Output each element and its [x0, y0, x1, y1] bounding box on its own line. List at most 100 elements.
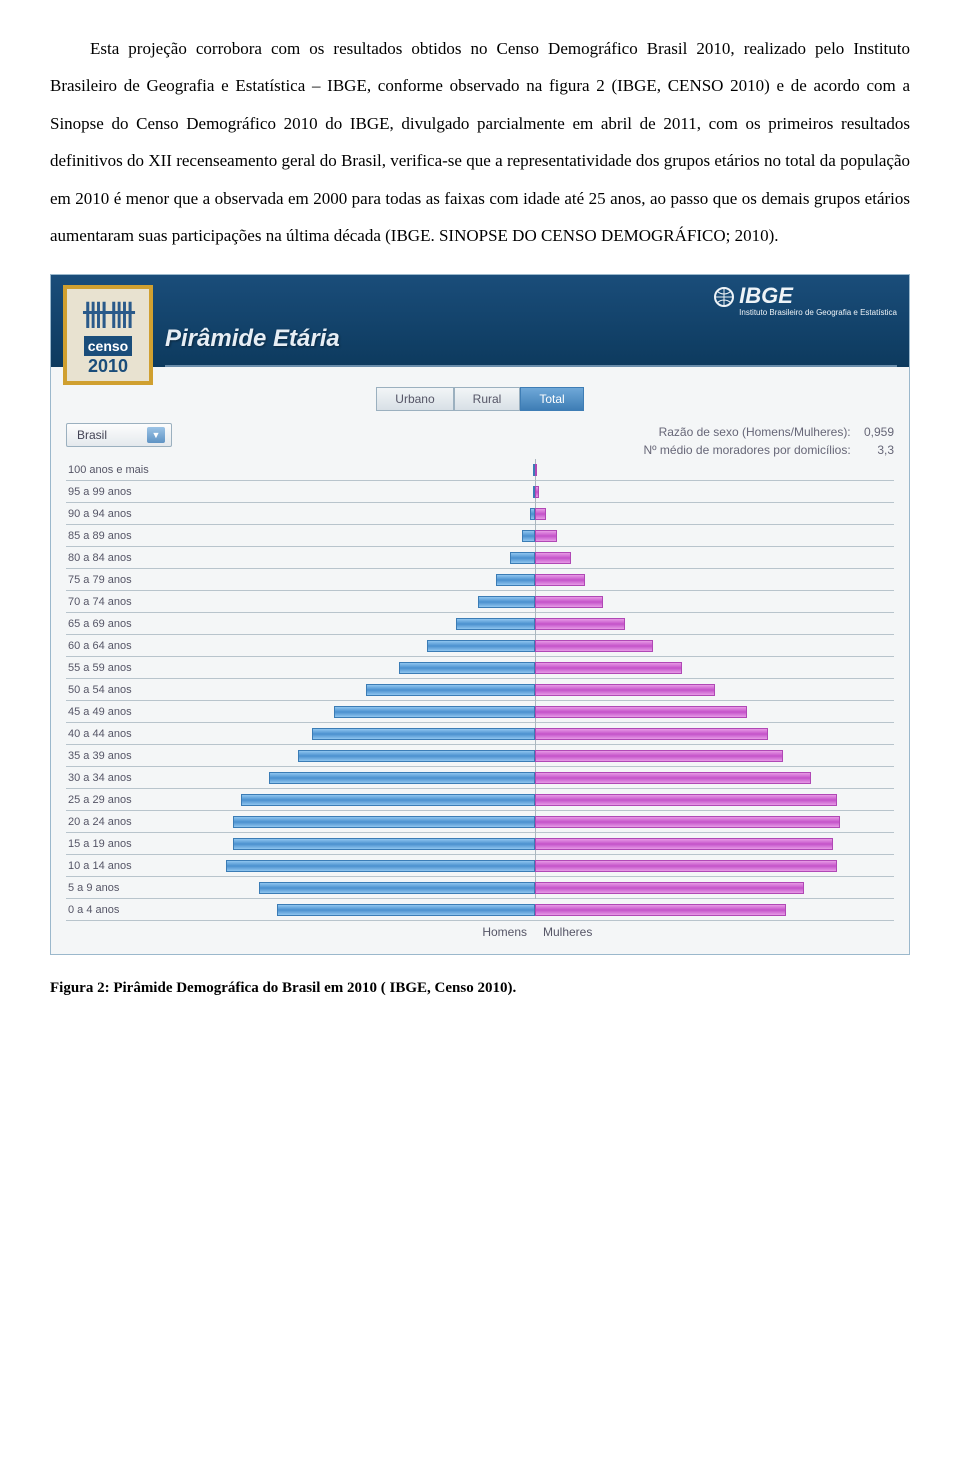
bar-male: [226, 860, 535, 872]
bar-female: [535, 728, 768, 740]
pyramid-row-label: 25 a 29 anos: [66, 794, 176, 806]
pyramid-row: 80 a 84 anos: [66, 547, 894, 569]
bar-female: [535, 464, 537, 476]
stat-household-value: 3,3: [854, 441, 894, 459]
pyramid-row-label: 15 a 19 anos: [66, 838, 176, 850]
figure-container: 卌卌 censo 2010 IBGE Instituto Brasileiro …: [50, 274, 910, 955]
bar-male: [478, 596, 535, 608]
logo-tally-icon: 卌卌: [82, 294, 134, 334]
body-paragraph: Esta projeção corrobora com os resultado…: [50, 30, 910, 254]
bar-female: [535, 552, 571, 564]
stat-ratio-label: Razão de sexo (Homens/Mulheres):: [659, 425, 851, 439]
bar-male: [233, 838, 535, 850]
bar-male: [510, 552, 535, 564]
logo-year: 2010: [88, 356, 128, 377]
bar-male: [241, 794, 535, 806]
pyramid-row-label: 0 a 4 anos: [66, 904, 176, 916]
pyramid-row: 10 a 14 anos: [66, 855, 894, 877]
pyramid-row-label: 70 a 74 anos: [66, 596, 176, 608]
pyramid-legend: Homens Mulheres: [66, 921, 894, 939]
app-header: 卌卌 censo 2010 IBGE Instituto Brasileiro …: [51, 275, 909, 367]
pyramid-row: 65 a 69 anos: [66, 613, 894, 635]
region-dropdown-value: Brasil: [77, 428, 107, 442]
censo-logo: 卌卌 censo 2010: [63, 285, 153, 385]
bar-female: [535, 772, 811, 784]
pyramid-row-label: 5 a 9 anos: [66, 882, 176, 894]
bar-female: [535, 794, 837, 806]
region-dropdown[interactable]: Brasil ▼: [66, 423, 172, 447]
bar-female: [535, 596, 603, 608]
bar-male: [366, 684, 535, 696]
pyramid-row: 55 a 59 anos: [66, 657, 894, 679]
figure-caption: Figura 2: Pirâmide Demográfica do Brasil…: [50, 980, 910, 997]
pyramid-row-label: 80 a 84 anos: [66, 552, 176, 564]
ibge-brand: IBGE Instituto Brasileiro de Geografia e…: [713, 283, 897, 317]
pyramid-chart: 100 anos e mais95 a 99 anos90 a 94 anos 8…: [66, 459, 894, 921]
pyramid-row: 25 a 29 anos: [66, 789, 894, 811]
tab-row: UrbanoRuralTotal: [66, 387, 894, 411]
chevron-down-icon: ▼: [147, 427, 165, 443]
pyramid-row: 70 a 74 anos: [66, 591, 894, 613]
pyramid-row: 15 a 19 anos: [66, 833, 894, 855]
pyramid-row: 45 a 49 anos: [66, 701, 894, 723]
pyramid-row: 75 a 79 anos: [66, 569, 894, 591]
tab-total[interactable]: Total: [520, 387, 583, 411]
pyramid-row-label: 50 a 54 anos: [66, 684, 176, 696]
pyramid-row-label: 55 a 59 anos: [66, 662, 176, 674]
bar-female: [535, 662, 682, 674]
bar-female: [535, 904, 786, 916]
legend-female: Mulheres: [535, 925, 894, 939]
pyramid-row: 85 a 89 anos: [66, 525, 894, 547]
pyramid-row-label: 45 a 49 anos: [66, 706, 176, 718]
pyramid-row-label: 40 a 44 anos: [66, 728, 176, 740]
pyramid-row-label: 65 a 69 anos: [66, 618, 176, 630]
legend-male: Homens: [176, 925, 535, 939]
pyramid-row: 0 a 4 anos: [66, 899, 894, 921]
stat-household-label: Nº médio de moradores por domicílios:: [644, 443, 851, 457]
bar-female: [535, 618, 625, 630]
bar-female: [535, 530, 557, 542]
pyramid-row-label: 30 a 34 anos: [66, 772, 176, 784]
pyramid-row: 5 a 9 anos: [66, 877, 894, 899]
pyramid-row: 50 a 54 anos: [66, 679, 894, 701]
bar-male: [269, 772, 535, 784]
page-title: Pirâmide Etária: [165, 317, 897, 367]
bar-male: [259, 882, 535, 894]
logo-word: censo: [84, 336, 132, 356]
bar-male: [312, 728, 535, 740]
pyramid-row: 95 a 99 anos: [66, 481, 894, 503]
bar-female: [535, 640, 653, 652]
pyramid-center-axis: [535, 459, 536, 899]
bar-male: [496, 574, 535, 586]
pyramid-row: 35 a 39 anos: [66, 745, 894, 767]
ibge-globe-icon: [713, 286, 735, 314]
tab-urbano[interactable]: Urbano: [376, 387, 453, 411]
stats-block: Razão de sexo (Homens/Mulheres): 0,959 N…: [644, 423, 894, 459]
bar-female: [535, 750, 783, 762]
bar-male: [399, 662, 535, 674]
pyramid-row: 30 a 34 anos: [66, 767, 894, 789]
bar-female: [535, 508, 546, 520]
bar-male: [298, 750, 535, 762]
stat-ratio-value: 0,959: [854, 423, 894, 441]
bar-male: [456, 618, 535, 630]
pyramid-row: 40 a 44 anos: [66, 723, 894, 745]
bar-male: [334, 706, 535, 718]
bar-female: [535, 706, 747, 718]
bar-female: [535, 838, 833, 850]
pyramid-row: 100 anos e mais: [66, 459, 894, 481]
pyramid-row: 90 a 94 anos: [66, 503, 894, 525]
bar-female: [535, 882, 804, 894]
pyramid-row-label: 75 a 79 anos: [66, 574, 176, 586]
pyramid-row-label: 20 a 24 anos: [66, 816, 176, 828]
pyramid-row-label: 60 a 64 anos: [66, 640, 176, 652]
content-area: UrbanoRuralTotal Brasil ▼ Razão de sexo …: [51, 367, 909, 954]
bar-male: [277, 904, 535, 916]
pyramid-row-label: 85 a 89 anos: [66, 530, 176, 542]
bar-female: [535, 684, 715, 696]
pyramid-row: 60 a 64 anos: [66, 635, 894, 657]
bar-male: [427, 640, 535, 652]
pyramid-row-label: 35 a 39 anos: [66, 750, 176, 762]
tab-rural[interactable]: Rural: [454, 387, 521, 411]
bar-male: [522, 530, 535, 542]
